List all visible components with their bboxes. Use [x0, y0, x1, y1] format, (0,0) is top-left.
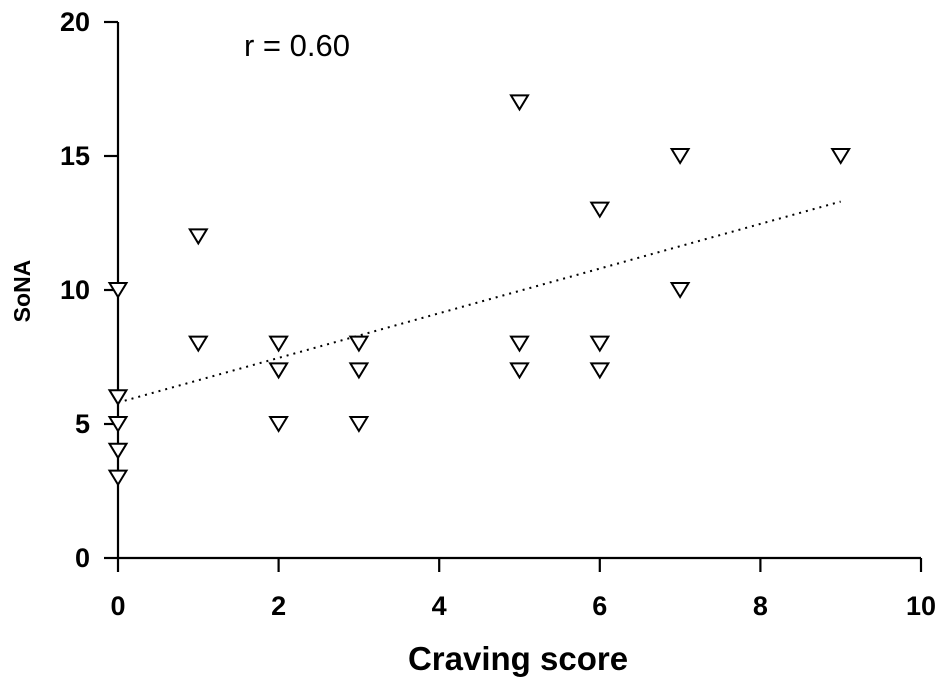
data-point — [669, 148, 691, 165]
x-tick-label: 2 — [271, 591, 286, 621]
data-points — [107, 94, 851, 487]
correlation-annotation: r = 0.60 — [244, 28, 350, 63]
data-point — [589, 201, 611, 219]
data-point — [268, 362, 289, 380]
data-point — [669, 282, 691, 299]
data-point — [348, 362, 370, 380]
y-tick-label: 5 — [75, 409, 90, 439]
data-point — [107, 416, 129, 433]
x-tick-label: 4 — [432, 591, 447, 621]
y-tick-label: 20 — [60, 7, 90, 37]
data-point — [589, 335, 611, 353]
x-tick-label: 0 — [110, 591, 125, 621]
data-point — [268, 416, 289, 433]
data-point — [107, 282, 129, 299]
data-point — [348, 335, 370, 353]
x-tick-label: 10 — [906, 591, 936, 621]
data-point — [589, 362, 611, 380]
x-ticks: 0 2 4 6 8 10 — [110, 558, 936, 621]
data-point — [509, 362, 530, 380]
data-point — [188, 335, 209, 353]
data-point — [188, 228, 209, 246]
data-point — [348, 416, 370, 433]
data-point — [509, 335, 530, 353]
y-ticks: 0 5 10 15 20 — [60, 7, 118, 573]
data-point — [268, 335, 289, 353]
data-point — [107, 442, 129, 460]
trend-line — [117, 200, 841, 404]
x-tick-label: 8 — [753, 591, 768, 621]
data-point — [509, 94, 530, 112]
y-tick-label: 15 — [60, 141, 90, 171]
data-point — [107, 389, 129, 407]
data-point — [107, 469, 129, 487]
y-tick-label: 0 — [75, 543, 90, 573]
data-point — [830, 148, 851, 165]
y-axis-title: SoNA — [9, 260, 35, 323]
x-tick-label: 6 — [592, 591, 607, 621]
y-tick-label: 10 — [60, 275, 90, 305]
x-axis-title: Craving score — [408, 640, 628, 677]
